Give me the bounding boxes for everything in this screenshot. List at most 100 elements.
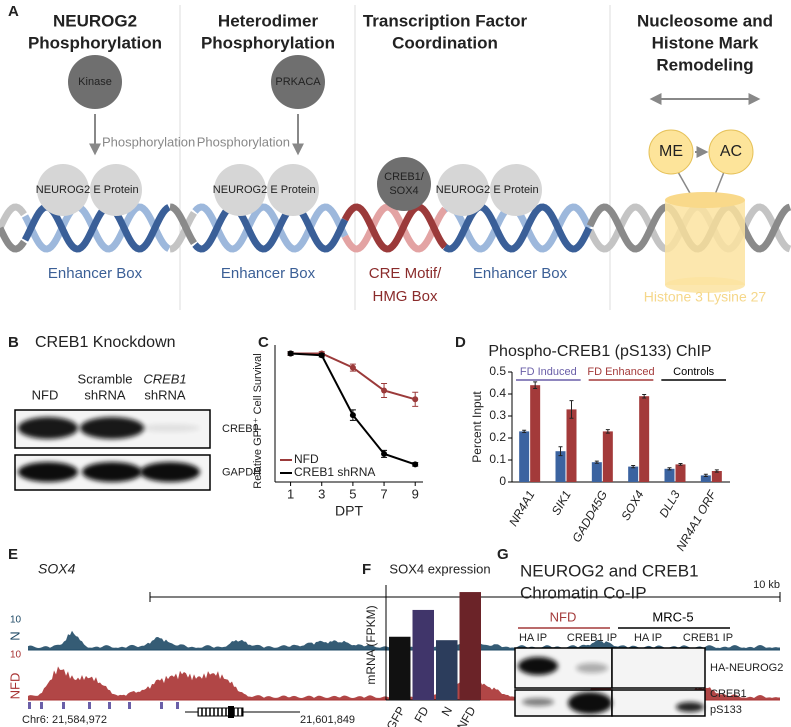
point bbox=[349, 412, 356, 419]
column-title: Heterodimer bbox=[218, 11, 319, 30]
error-bar bbox=[667, 467, 672, 471]
bar bbox=[555, 451, 566, 482]
group-label: FD Enhanced bbox=[587, 366, 654, 378]
dna-strand bbox=[169, 203, 197, 246]
x-tick-label: 7 bbox=[380, 486, 387, 501]
y-tick-label: 0.5 bbox=[489, 364, 506, 378]
x-tick-label: N bbox=[439, 704, 455, 719]
x-tick-label: NFD bbox=[454, 704, 479, 727]
blot-label: GAPDH bbox=[222, 466, 261, 478]
dna-strand bbox=[0, 226, 27, 253]
x-tick-label: 5 bbox=[349, 486, 356, 501]
tf-label: SOX4 bbox=[389, 185, 418, 197]
coordinate: Chr6: 21,584,972 bbox=[22, 714, 107, 726]
group-label: MRC-5 bbox=[652, 609, 693, 624]
nucleosome bbox=[665, 277, 745, 293]
chart-title: SOX4 expression bbox=[389, 561, 490, 576]
panel-letter: F bbox=[362, 561, 371, 578]
bar bbox=[459, 592, 481, 700]
band bbox=[80, 417, 144, 439]
point bbox=[287, 350, 294, 357]
band bbox=[576, 663, 608, 673]
arrow-label: Phosphorylation bbox=[197, 134, 290, 149]
blot-label: pS133 bbox=[710, 704, 742, 716]
tf bbox=[377, 157, 431, 211]
protein bbox=[37, 164, 89, 216]
x-tick-label: 3 bbox=[318, 486, 325, 501]
dna-label: HMG Box bbox=[372, 288, 438, 305]
bar bbox=[389, 636, 411, 700]
x-tick-label: SIK1 bbox=[549, 488, 574, 518]
column-title: Transcription Factor bbox=[363, 11, 528, 30]
x-axis-label: DPT bbox=[335, 503, 363, 519]
protein-label: NEUROG2 bbox=[213, 184, 267, 196]
blot-label: HA-NEUROG2 bbox=[710, 662, 783, 674]
coverage bbox=[28, 630, 780, 650]
y-axis-label: Relative GFP⁺ Cell Survival bbox=[252, 353, 264, 488]
band bbox=[140, 424, 200, 432]
error-bar bbox=[714, 469, 719, 473]
band bbox=[676, 702, 704, 712]
bar bbox=[639, 396, 650, 482]
lane-label: CREB1 IP bbox=[567, 632, 617, 644]
blot-label: CREB1 bbox=[710, 688, 747, 700]
panel-letter: E bbox=[8, 546, 18, 563]
x-tick-label: GADD45G bbox=[569, 488, 610, 545]
error-bar bbox=[703, 473, 708, 477]
y-tick-label: 0.2 bbox=[489, 430, 506, 444]
band bbox=[140, 462, 200, 482]
dna-strand bbox=[0, 203, 27, 230]
protein-label: NEUROG2 bbox=[36, 184, 90, 196]
point bbox=[412, 461, 419, 468]
panel-letter: D bbox=[455, 334, 466, 351]
bar bbox=[566, 409, 577, 482]
chart-title: Phospho-CREB1 (pS133) ChIP bbox=[488, 343, 711, 360]
point bbox=[381, 450, 388, 457]
panel-title: NEUROG2 and CREB1 bbox=[520, 561, 699, 580]
panel-letter: B bbox=[8, 334, 19, 351]
panel-letter: C bbox=[258, 334, 269, 351]
coordinate: 21,601,849 bbox=[300, 714, 355, 726]
lane-label: shRNA bbox=[144, 387, 186, 402]
legend-label: CREB1 shRNA bbox=[294, 465, 375, 479]
bar bbox=[664, 468, 675, 482]
column-title: Phosphorylation bbox=[201, 33, 335, 52]
line bbox=[290, 352, 416, 401]
band bbox=[18, 462, 78, 482]
protein bbox=[214, 164, 266, 216]
column-title: Coordination bbox=[392, 33, 498, 52]
bar bbox=[530, 385, 541, 482]
x-tick-label: 1 bbox=[287, 486, 294, 501]
lane-label: HA IP bbox=[634, 632, 662, 644]
track-name: N bbox=[7, 631, 22, 640]
kinase-label: Kinase bbox=[78, 76, 112, 88]
lane-label: shRNA bbox=[84, 387, 126, 402]
kinase bbox=[68, 55, 122, 109]
feature-tick bbox=[28, 702, 31, 709]
x-tick-label: SOX4 bbox=[618, 488, 646, 523]
point bbox=[381, 387, 388, 394]
group-label: Controls bbox=[673, 366, 714, 378]
x-tick-label: 9 bbox=[412, 486, 419, 501]
error-bar bbox=[569, 400, 574, 419]
blot-label: CREB1 bbox=[222, 423, 259, 435]
x-tick-label: GFP bbox=[384, 704, 408, 727]
error-bar bbox=[631, 465, 636, 469]
x-tick-label: NR4A1 bbox=[506, 488, 537, 529]
kinase bbox=[271, 55, 325, 109]
bar bbox=[519, 431, 530, 482]
track-name: NFD bbox=[7, 673, 22, 700]
x-tick-label: FD bbox=[411, 704, 431, 725]
lane-label: Scramble bbox=[78, 371, 133, 386]
error-bar bbox=[594, 460, 599, 464]
lane-label: CREB1 IP bbox=[683, 632, 733, 644]
dna-label: Enhancer Box bbox=[473, 265, 568, 282]
error-bar bbox=[558, 446, 563, 457]
x-tick-label: DLL3 bbox=[656, 488, 683, 520]
protein-label: E Protein bbox=[493, 184, 538, 196]
feature-tick bbox=[160, 702, 163, 709]
lane-label: NFD bbox=[32, 387, 59, 402]
bar bbox=[711, 471, 722, 482]
band bbox=[522, 698, 554, 706]
dna-label: Histone 3 Lysine 27 bbox=[644, 289, 767, 305]
